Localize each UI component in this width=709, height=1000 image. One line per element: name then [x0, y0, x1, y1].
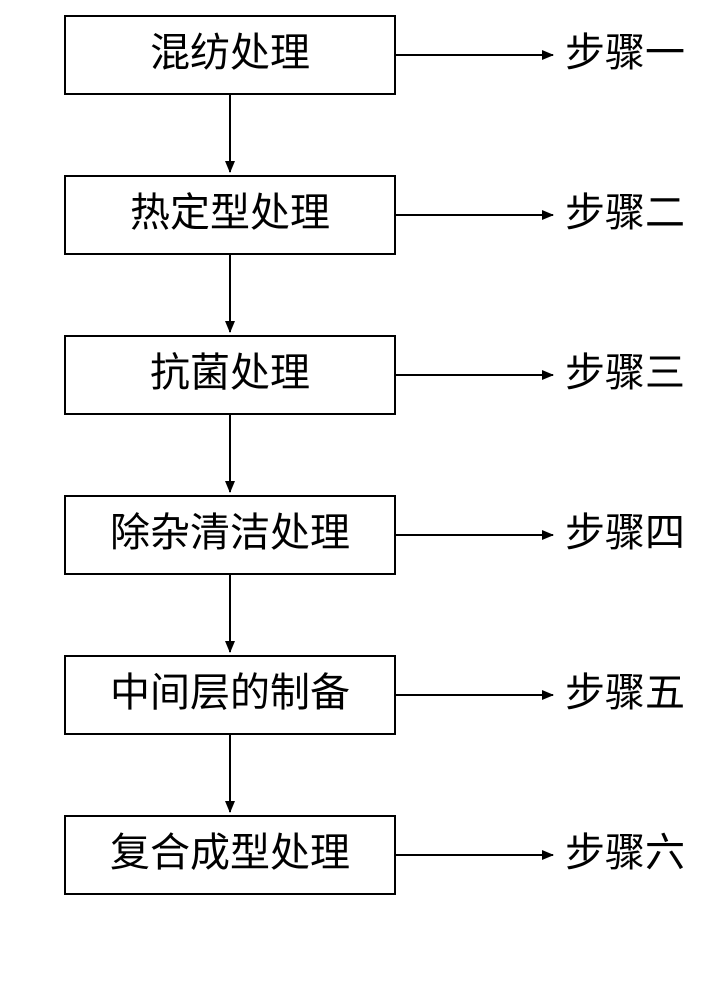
step-label: 步骤五 — [565, 670, 685, 715]
step-label: 步骤三 — [565, 350, 685, 395]
process-box-label: 除杂清洁处理 — [110, 510, 350, 555]
step-label: 步骤六 — [565, 830, 685, 875]
flowchart-diagram: 混纺处理 步骤一热定型处理 步骤二抗菌处理 步骤三除杂清洁处理 步骤四中间层的制备 步骤五… — [0, 0, 709, 1000]
step-label: 步骤一 — [565, 30, 685, 75]
process-box-label: 中间层的制备 — [110, 670, 350, 715]
step-label: 步骤二 — [565, 190, 685, 235]
process-box-label: 复合成型处理 — [110, 830, 350, 875]
process-box-label: 混纺处理 — [150, 30, 310, 75]
step-label: 步骤四 — [565, 510, 685, 555]
process-box-label: 抗菌处理 — [150, 350, 310, 395]
process-box-label: 热定型处理 — [130, 190, 330, 235]
